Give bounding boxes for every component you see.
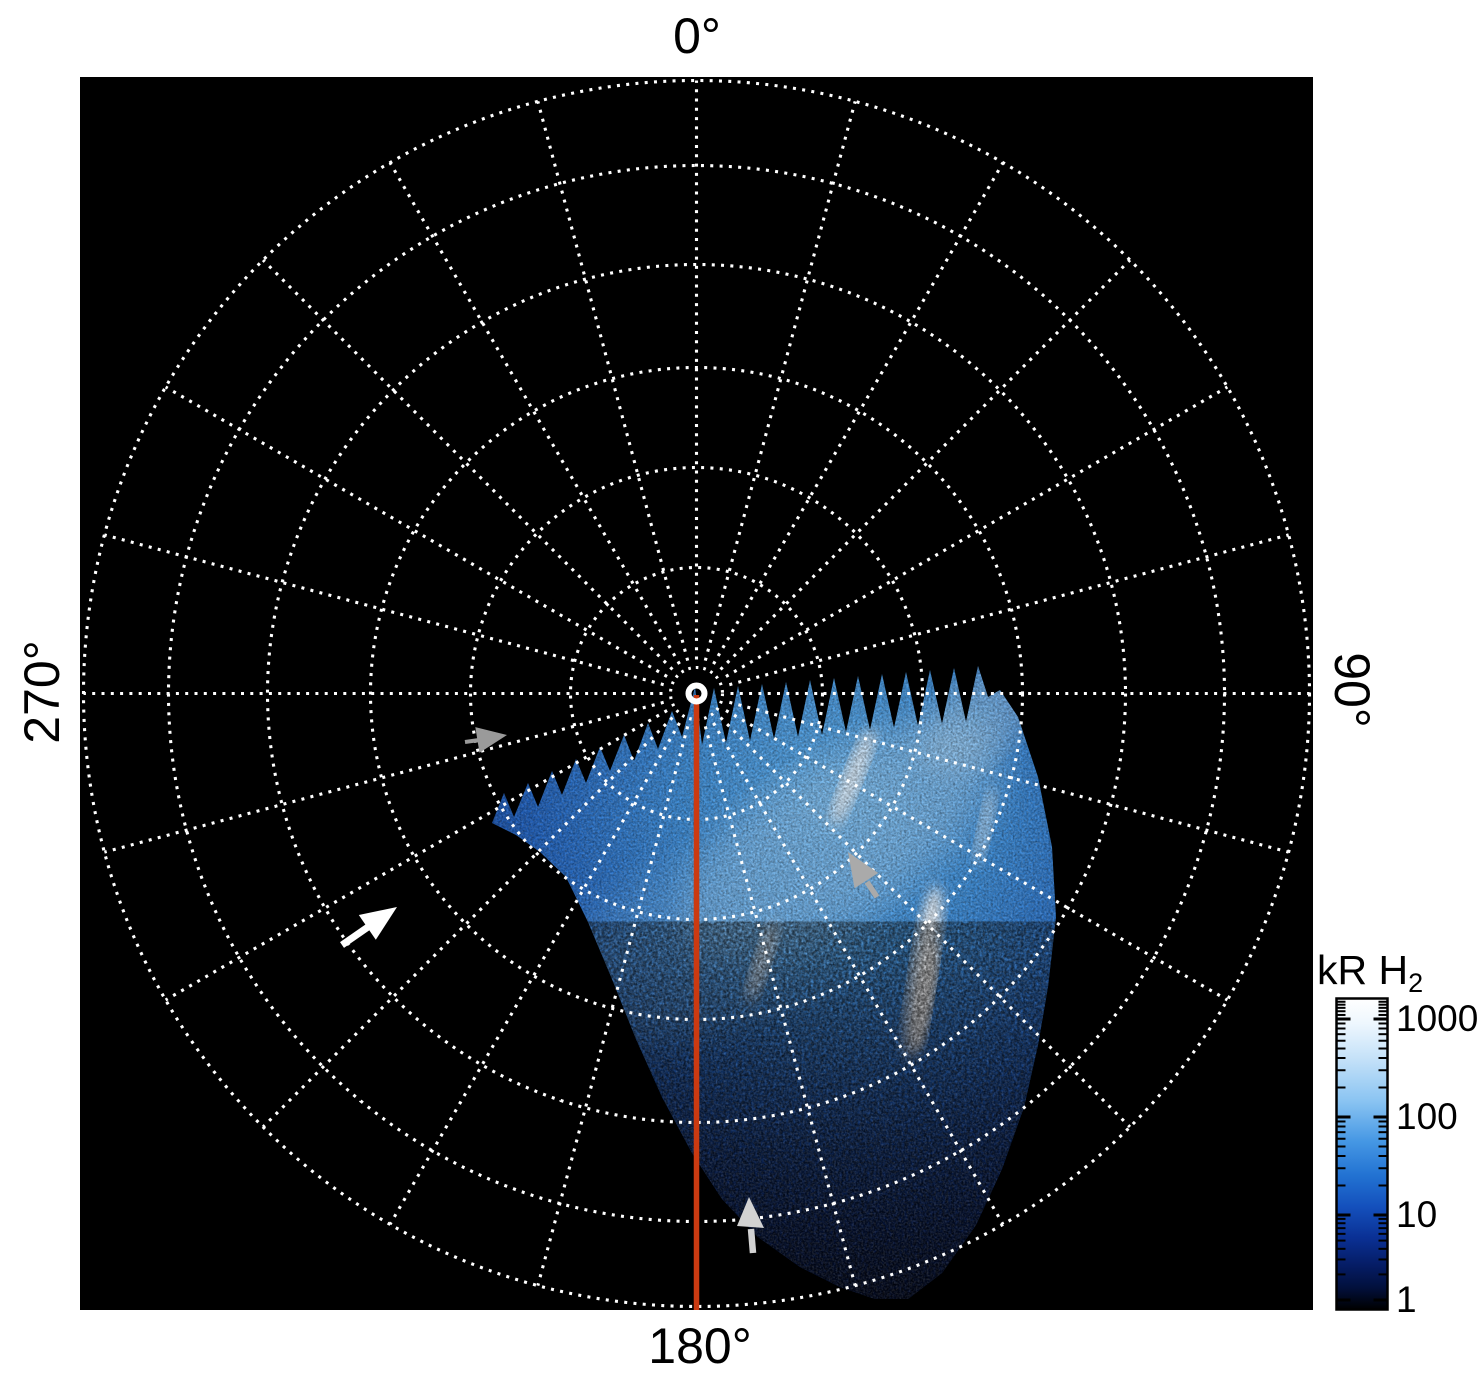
angle-label-right: 90° bbox=[1324, 652, 1380, 728]
angle-label-left: 270° bbox=[14, 640, 70, 744]
light-gray-arrow-bottom bbox=[737, 1197, 764, 1254]
colorbar-ticks bbox=[1337, 1000, 1387, 1302]
colorbar-title: kR H2 bbox=[1317, 947, 1424, 999]
annotation-arrows bbox=[340, 727, 880, 1254]
colorbar-tick-label-100: 100 bbox=[1396, 1096, 1458, 1137]
colorbar-tick-label-10: 10 bbox=[1396, 1194, 1438, 1235]
gray-arrow-upper-left bbox=[464, 727, 507, 753]
pole-center-marker bbox=[685, 682, 708, 705]
angle-label-top: 0° bbox=[673, 8, 721, 64]
colorbar-title-text: kR H bbox=[1317, 947, 1409, 993]
gray-arrow-in-aurora bbox=[848, 852, 880, 899]
colorbar bbox=[1335, 997, 1389, 1311]
colorbar-tick-label-1: 1 bbox=[1396, 1279, 1417, 1320]
colorbar-tick-label-1000: 1000 bbox=[1396, 998, 1479, 1039]
colorbar-gradient-bar bbox=[1335, 997, 1389, 1311]
polar-grid bbox=[81, 78, 1312, 1309]
white-arrow bbox=[340, 907, 397, 948]
colorbar-title-subscript: 2 bbox=[1408, 968, 1424, 998]
polar-plot-svg bbox=[80, 77, 1313, 1310]
polar-plot-area bbox=[80, 77, 1313, 1310]
angle-label-bottom: 180° bbox=[648, 1318, 752, 1374]
